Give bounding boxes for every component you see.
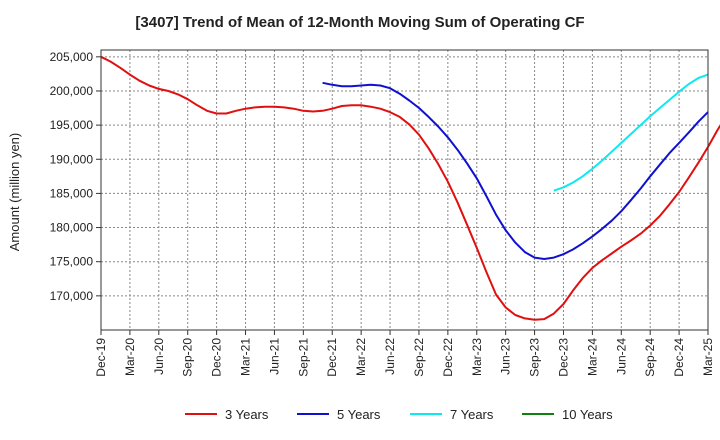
x-tick-label: Sep-20 — [181, 338, 195, 377]
x-tick-label: Mar-22 — [354, 338, 368, 376]
x-tick-label: Dec-19 — [94, 338, 108, 377]
x-tick-label: Dec-21 — [325, 338, 339, 377]
y-tick-label: 195,000 — [50, 118, 94, 132]
x-tick-label: Sep-23 — [528, 338, 542, 377]
x-tick-label: Mar-21 — [239, 338, 253, 376]
series-lines — [100, 55, 720, 321]
x-tick-label: Dec-23 — [556, 338, 570, 377]
series-line-7-years — [553, 73, 709, 192]
legend-label: 7 Years — [450, 407, 494, 422]
axes: 170,000 175,000 180,000 185,000 190,000 195,0… — [50, 50, 715, 377]
chart-title: [3407] Trend of Mean of 12-Month Moving … — [135, 14, 584, 31]
plot-frame — [100, 49, 709, 331]
y-tick-label: 200,000 — [50, 84, 94, 98]
x-tick-label: Jun-22 — [383, 338, 397, 375]
x-tick-label: Mar-23 — [470, 338, 484, 376]
x-tick-label: Sep-21 — [296, 338, 310, 377]
legend-label: 3 Years — [225, 407, 269, 422]
legend-label: 10 Years — [562, 407, 613, 422]
x-tick-label: Dec-24 — [672, 338, 686, 377]
x-tick-label: Jun-20 — [152, 338, 166, 375]
y-tick-label: 185,000 — [50, 186, 94, 200]
x-tick-label: Mar-24 — [585, 338, 599, 376]
grid-lines — [101, 50, 708, 330]
x-tick-label: Dec-20 — [210, 338, 224, 377]
series-line-3-years — [100, 55, 720, 321]
x-tick-label: Sep-22 — [412, 338, 426, 377]
y-tick-label: 205,000 — [50, 50, 94, 64]
x-tick-label: Mar-25 — [701, 338, 715, 376]
x-tick-label: Jun-21 — [267, 338, 281, 375]
plot-area — [101, 50, 708, 330]
y-axis-label: Amount (million yen) — [7, 133, 22, 252]
x-tick-label: Sep-24 — [643, 338, 657, 377]
y-tick-label: 190,000 — [50, 152, 94, 166]
y-tick-label: 175,000 — [50, 255, 94, 269]
x-tick-label: Dec-22 — [441, 338, 455, 377]
x-tick-label: Jun-24 — [614, 338, 628, 375]
x-tick-label: Mar-20 — [123, 338, 137, 376]
series-line-5-years — [322, 81, 709, 260]
legend-label: 5 Years — [337, 407, 381, 422]
legend: 3 Years 5 Years 7 Years 10 Years — [185, 407, 613, 422]
y-tick-label: 180,000 — [50, 221, 94, 235]
x-tick-label: Jun-23 — [499, 338, 513, 375]
y-tick-label: 170,000 — [50, 289, 94, 303]
